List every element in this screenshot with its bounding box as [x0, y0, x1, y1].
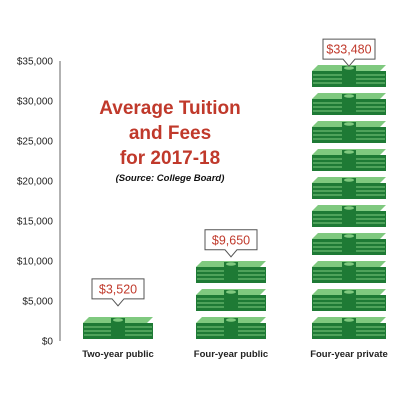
y-tick-label: $5,000	[22, 297, 53, 308]
money-bundle	[312, 149, 386, 171]
money-bundle	[312, 233, 386, 255]
bar-stack	[196, 261, 266, 339]
money-bundle	[83, 317, 153, 339]
category-label: Two-year public	[82, 349, 154, 360]
y-tick-label: $0	[42, 337, 54, 348]
y-tick-label: $35,000	[17, 57, 54, 68]
y-tick-label: $15,000	[17, 217, 54, 228]
value-label: $9,650	[212, 233, 250, 247]
money-bundle	[312, 289, 386, 311]
money-bundle	[312, 205, 386, 227]
money-bundle	[196, 289, 266, 311]
category-labels: Two-year public Four-year public Four-year…	[82, 349, 388, 360]
money-bundle	[312, 177, 386, 199]
value-callouts: $3,520 $9,650 $33,480	[91, 38, 376, 307]
money-bundle	[312, 261, 386, 283]
title-line-2: and Fees	[129, 123, 211, 144]
value-callout: $9,650	[204, 229, 258, 258]
category-label: Four-year public	[194, 349, 268, 360]
category-label: Four-year private	[310, 349, 388, 360]
chart-subtitle: (Source: College Board)	[116, 173, 225, 184]
y-tick-label: $10,000	[17, 257, 54, 268]
bar-stack	[312, 65, 386, 339]
money-bundle	[312, 93, 386, 115]
value-callout: $3,520	[91, 278, 145, 307]
value-label: $33,480	[326, 43, 371, 57]
money-bundle	[312, 317, 386, 339]
title-line-1: Average Tuition	[99, 98, 240, 119]
y-axis-ticks: $0 $5,000 $10,000 $15,000 $20,000 $25,000 $30,…	[17, 57, 54, 348]
value-callout: $33,480	[322, 38, 376, 67]
chart-title: Average Tuition and Fees for 2017-18 (So…	[99, 98, 240, 184]
money-bundle	[196, 261, 266, 283]
bar-stack	[83, 317, 153, 339]
money-bundle	[312, 65, 386, 87]
money-bundle	[312, 121, 386, 143]
money-stacks	[83, 65, 386, 339]
title-line-3: for 2017-18	[120, 148, 220, 169]
y-tick-label: $25,000	[17, 137, 54, 148]
y-tick-label: $30,000	[17, 97, 54, 108]
value-label: $3,520	[99, 282, 137, 296]
money-bundle	[196, 317, 266, 339]
y-tick-label: $20,000	[17, 177, 54, 188]
